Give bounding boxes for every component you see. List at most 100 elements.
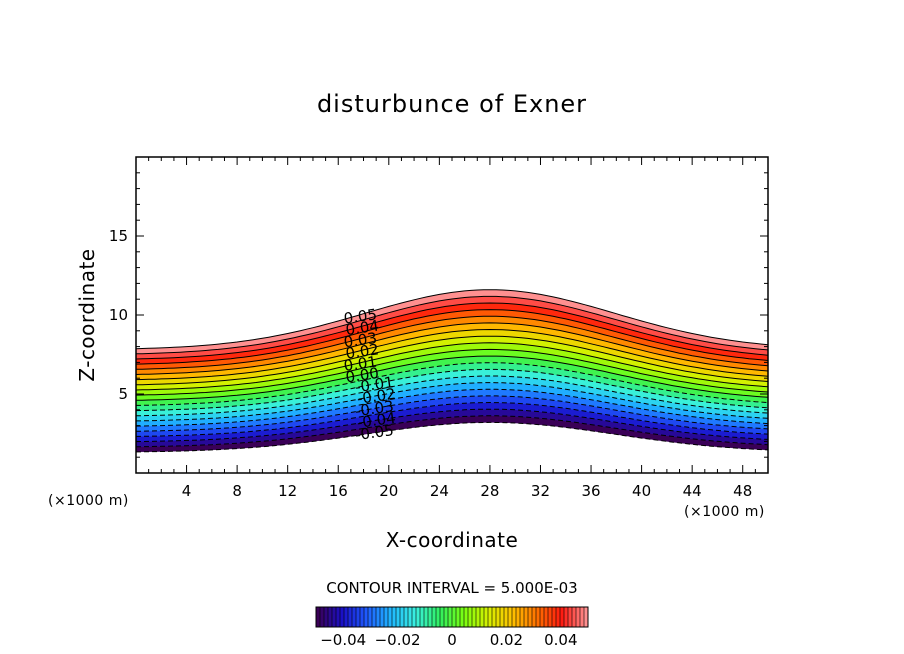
contour-label: 0.02 [344,340,380,362]
contour-label: -0.04 [356,409,397,432]
colorbar-cell [464,607,469,627]
colorbar-cell [516,607,521,627]
colorbar-cell [576,607,581,627]
colorbar-tick-labels: −0.04 −0.02 0 0.02 0.04 [320,631,577,649]
x-tick-label: 32 [531,482,550,500]
colorbar-cell [344,607,349,627]
contour-line [136,388,768,427]
x-unit-label-left: (×1000 m) [48,493,129,509]
contour-line [136,342,768,391]
colorbar-cell [352,607,357,627]
colorbar-cell [572,607,577,627]
colorbar-cell [556,607,561,627]
contour-line [136,348,768,396]
colorbar-cell [544,607,549,627]
colorbar-cell [332,607,337,627]
contour-fill-layer [136,289,768,453]
contour-line [136,309,768,365]
y-tick-labels: 5 10 15 [109,227,128,403]
colorbar-cell [416,607,421,627]
colorbar-cell [336,607,341,627]
contour-label: 0.01 [343,353,379,375]
colorbar-cell [372,607,377,627]
colorbar-cell [564,607,569,627]
colorbar-cell [436,607,441,627]
colorbar-cell [368,607,373,627]
colorbar-cell [388,607,393,627]
x-axis-label: X-coordinate [386,528,519,552]
y-tick-label: 15 [109,227,128,245]
colorbar-cell [392,607,397,627]
colorbar-cell [568,607,573,627]
colorbar-cell [324,607,329,627]
colorbar-cell [320,607,325,627]
x-tick-label: 16 [329,482,348,500]
colorbar-cell [548,607,553,627]
contour-line [136,395,768,432]
colorbar-cell [456,607,461,627]
colorbar-cell [376,607,381,627]
colorbar-cell [412,607,417,627]
x-tick-label: 48 [733,482,752,500]
colorbar-cell [536,607,541,627]
colorbar-cell [432,607,437,627]
contour-label: -0.03 [354,397,395,420]
contour-line [136,322,768,375]
colorbar-cell [496,607,501,627]
colorbar-cell [512,607,517,627]
colorbar-cell [428,607,433,627]
contour-line [136,315,768,370]
colorbar-cell [460,607,465,627]
contour-line [136,408,768,443]
colorbar-cell [484,607,489,627]
contour-label: 0.03 [343,329,379,351]
colorbar-cell [452,607,457,627]
colorbar-cell [316,607,321,627]
colorbar-cell [384,607,389,627]
colorbar-cell [328,607,333,627]
x-unit-label-right: (×1000 m) [684,504,765,520]
colorbar-cell [364,607,369,627]
y-tick-label: 10 [109,306,128,324]
contour-label: 0.00 [344,364,380,386]
colorbar-cell [472,607,477,627]
colorbar-cell [520,607,525,627]
colorbar-cell [468,607,473,627]
x-tick-label: 36 [581,482,600,500]
x-tick-label: 20 [379,482,398,500]
contour-line [136,401,768,437]
colorbar-frame [315,606,589,628]
colorbar-cell [580,607,585,627]
x-tick-label: 12 [278,482,297,500]
colorbar-cell [476,607,481,627]
x-tick-label: 8 [232,482,242,500]
x-tick-label: 24 [430,482,449,500]
contour-label: 0.05 [343,305,379,327]
colorbar-cell [408,607,413,627]
x-tick-label: 4 [182,482,192,500]
y-axis-label: Z-coordinate [75,248,99,381]
colorbar-cell [584,607,589,627]
x-tick-label: 28 [480,482,499,500]
colorbar-cell [340,607,345,627]
x-tick-labels: 4 8 12 16 20 24 28 32 36 40 44 48 [182,482,752,500]
colorbar-cell [396,607,401,627]
colorbar-cell [448,607,453,627]
colorbar-cell [508,607,513,627]
colorbar-cell [360,607,365,627]
colorbar-tick-label: −0.02 [375,631,421,649]
colorbar-cell [532,607,537,627]
contour-line [136,368,768,412]
contour-line-layer [136,289,768,453]
colorbar-cell [420,607,425,627]
y-tick-label: 5 [118,385,128,403]
contour-label: -0.01 [354,373,395,396]
contour-line [136,415,768,448]
contour-line [136,295,768,355]
colorbar-cell [540,607,545,627]
contour-label: -0.05 [354,421,395,444]
contour-line [136,362,768,406]
contour-line [136,289,768,350]
contour-label: 0.04 [344,317,380,339]
colorbar-cell [444,607,449,627]
